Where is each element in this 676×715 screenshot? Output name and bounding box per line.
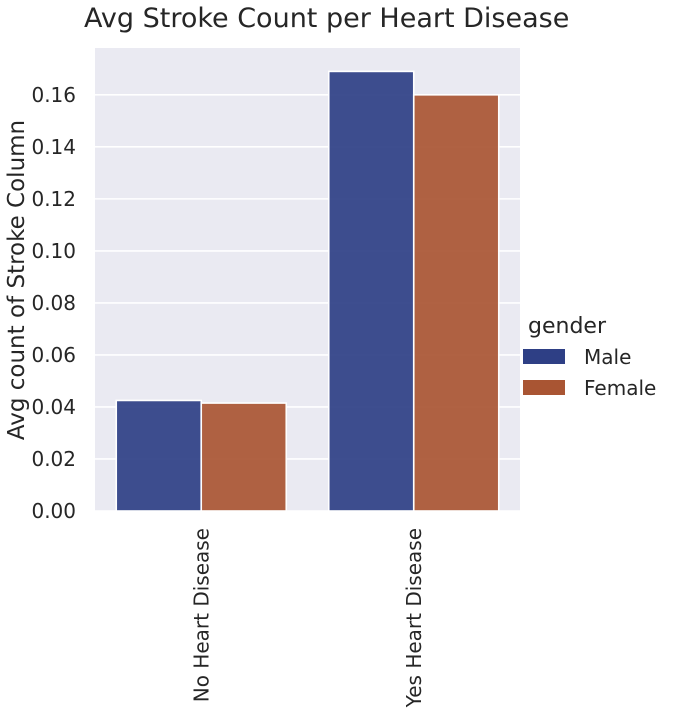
x-tick-label: Yes Heart Disease [402, 528, 426, 708]
legend-title: gender [528, 314, 607, 339]
y-tick-label: 0.10 [31, 239, 76, 263]
x-tick-labels: No Heart Disease Yes Heart Disease [189, 528, 426, 708]
bar-male-2 [327, 70, 415, 512]
bar-female-1 [200, 402, 288, 512]
x-tick-label: No Heart Disease [189, 528, 213, 702]
y-tick-label: 0.16 [31, 83, 76, 107]
y-tick-label: 0.00 [31, 499, 76, 523]
y-tick-label: 0.14 [31, 135, 76, 159]
legend: gender Male Female [523, 314, 656, 400]
legend-swatch-female [523, 380, 565, 395]
y-tick-label: 0.02 [31, 447, 76, 471]
y-tick-label: 0.06 [31, 343, 76, 367]
legend-swatch-male [523, 349, 565, 364]
y-axis-label: Avg count of Stroke Column [4, 120, 30, 440]
y-tick-labels: 0.00 0.02 0.04 0.06 0.08 0.10 0.12 0.14 0.16 [31, 83, 76, 523]
legend-label-female: Female [584, 376, 656, 400]
bars [115, 70, 500, 512]
y-tick-label: 0.12 [31, 187, 76, 211]
bar-male-1 [115, 399, 203, 512]
bar-female-2 [412, 94, 500, 512]
legend-label-male: Male [584, 345, 631, 369]
chart-title: Avg Stroke Count per Heart Disease [84, 3, 569, 34]
y-tick-label: 0.04 [31, 395, 76, 419]
y-tick-label: 0.08 [31, 291, 76, 315]
